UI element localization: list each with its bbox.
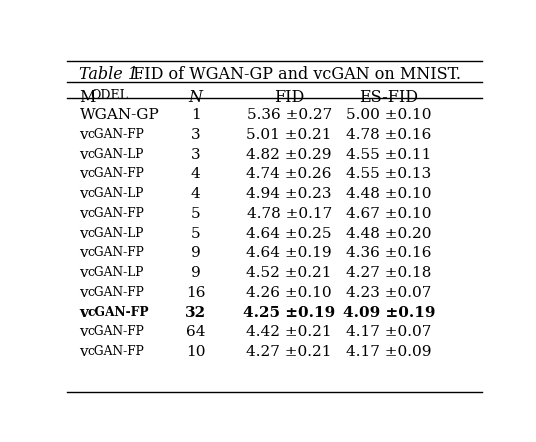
Text: N: N (189, 89, 203, 107)
Text: 4.55 ±0.11: 4.55 ±0.11 (346, 148, 431, 162)
Text: v: v (79, 246, 88, 260)
Text: v: v (79, 128, 88, 142)
Text: cGAN-FP: cGAN-FP (87, 345, 144, 358)
Text: cGAN-FP: cGAN-FP (87, 305, 149, 319)
Text: v: v (79, 325, 88, 339)
Text: 4.27 ±0.21: 4.27 ±0.21 (247, 345, 332, 359)
Text: 4.94 ±0.23: 4.94 ±0.23 (247, 187, 332, 201)
Text: 4.48 ±0.20: 4.48 ±0.20 (346, 227, 431, 240)
Text: 4.42 ±0.21: 4.42 ±0.21 (247, 325, 332, 339)
Text: 4.36 ±0.16: 4.36 ±0.16 (346, 246, 431, 260)
Text: v: v (79, 305, 88, 320)
Text: M: M (79, 89, 96, 107)
Text: 4.17 ±0.09: 4.17 ±0.09 (346, 345, 431, 359)
Text: v: v (79, 168, 88, 181)
Text: 4.25 ±0.19: 4.25 ±0.19 (243, 305, 336, 320)
Text: 4.67 ±0.10: 4.67 ±0.10 (346, 207, 431, 221)
Text: ES-FID: ES-FID (360, 89, 419, 107)
Text: cGAN-LP: cGAN-LP (87, 266, 144, 279)
Text: 4.26 ±0.10: 4.26 ±0.10 (247, 286, 332, 300)
Text: 4.23 ±0.07: 4.23 ±0.07 (346, 286, 431, 300)
Text: 5.36 ±0.27: 5.36 ±0.27 (247, 108, 332, 122)
Text: v: v (79, 286, 88, 300)
Text: 4.64 ±0.19: 4.64 ±0.19 (247, 246, 332, 260)
Text: 1: 1 (191, 108, 200, 122)
Text: FID of WGAN-GP and vcGAN on MNIST.: FID of WGAN-GP and vcGAN on MNIST. (129, 66, 461, 83)
Text: ODEL: ODEL (91, 89, 129, 103)
Text: 16: 16 (186, 286, 205, 300)
Text: 3: 3 (191, 128, 200, 142)
Text: 4.55 ±0.13: 4.55 ±0.13 (346, 168, 431, 181)
Text: 4.78 ±0.17: 4.78 ±0.17 (247, 207, 332, 221)
Text: 5.00 ±0.10: 5.00 ±0.10 (346, 108, 431, 122)
Text: 4: 4 (191, 187, 200, 201)
Text: 4.74 ±0.26: 4.74 ±0.26 (247, 168, 332, 181)
Text: Table 1.: Table 1. (79, 66, 144, 83)
Text: cGAN-FP: cGAN-FP (87, 246, 144, 259)
Text: 5: 5 (191, 227, 200, 240)
Text: 4.09 ±0.19: 4.09 ±0.19 (343, 305, 435, 320)
Text: cGAN-FP: cGAN-FP (87, 168, 144, 180)
Text: 4.52 ±0.21: 4.52 ±0.21 (247, 266, 332, 280)
Text: 4.48 ±0.10: 4.48 ±0.10 (346, 187, 431, 201)
Text: 4: 4 (191, 168, 200, 181)
Text: 5.01 ±0.21: 5.01 ±0.21 (247, 128, 332, 142)
Text: WGAN-GP: WGAN-GP (79, 108, 159, 122)
Text: 9: 9 (191, 246, 200, 260)
Text: 32: 32 (185, 305, 206, 320)
Text: 4.78 ±0.16: 4.78 ±0.16 (346, 128, 431, 142)
Text: v: v (79, 187, 88, 201)
Text: cGAN-LP: cGAN-LP (87, 227, 144, 240)
Text: 3: 3 (191, 148, 200, 162)
Text: 4.64 ±0.25: 4.64 ±0.25 (247, 227, 332, 240)
Text: v: v (79, 148, 88, 162)
Text: cGAN-LP: cGAN-LP (87, 148, 144, 160)
Text: v: v (79, 345, 88, 359)
Text: 9: 9 (191, 266, 200, 280)
Text: 5: 5 (191, 207, 200, 221)
Text: v: v (79, 266, 88, 280)
Text: cGAN-FP: cGAN-FP (87, 286, 144, 299)
Text: cGAN-FP: cGAN-FP (87, 325, 144, 338)
Text: v: v (79, 207, 88, 221)
Text: cGAN-LP: cGAN-LP (87, 187, 144, 200)
Text: cGAN-FP: cGAN-FP (87, 207, 144, 220)
Text: 4.17 ±0.07: 4.17 ±0.07 (346, 325, 431, 339)
Text: 10: 10 (186, 345, 205, 359)
Text: 64: 64 (186, 325, 205, 339)
Text: cGAN-FP: cGAN-FP (87, 128, 144, 141)
Text: 4.27 ±0.18: 4.27 ±0.18 (346, 266, 431, 280)
Text: FID: FID (274, 89, 304, 107)
Text: v: v (79, 227, 88, 240)
Text: 4.82 ±0.29: 4.82 ±0.29 (247, 148, 332, 162)
